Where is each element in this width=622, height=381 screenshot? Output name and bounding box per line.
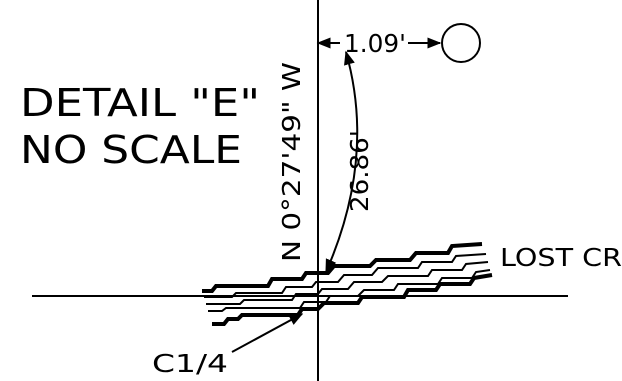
offset-distance-label: 1.09' (344, 29, 406, 58)
creek-line-3 (208, 269, 491, 312)
corner-leader-line (231, 313, 304, 353)
bearing-label: N 0°27'49" W (277, 62, 306, 262)
creek-bank-lower (212, 273, 493, 326)
arc-dimension (325, 50, 359, 274)
creek-line-2 (206, 261, 489, 305)
creek-line-1 (204, 253, 487, 298)
creek-label: LOST CR (500, 243, 622, 272)
corner-label: C1/4 (152, 349, 228, 378)
scale-note: NO SCALE (20, 128, 242, 172)
creek-lines (202, 242, 493, 326)
arc-distance-label: 26.86' (345, 130, 374, 212)
monument-circle (441, 23, 481, 63)
detail-title: DETAIL "E" (20, 81, 260, 125)
